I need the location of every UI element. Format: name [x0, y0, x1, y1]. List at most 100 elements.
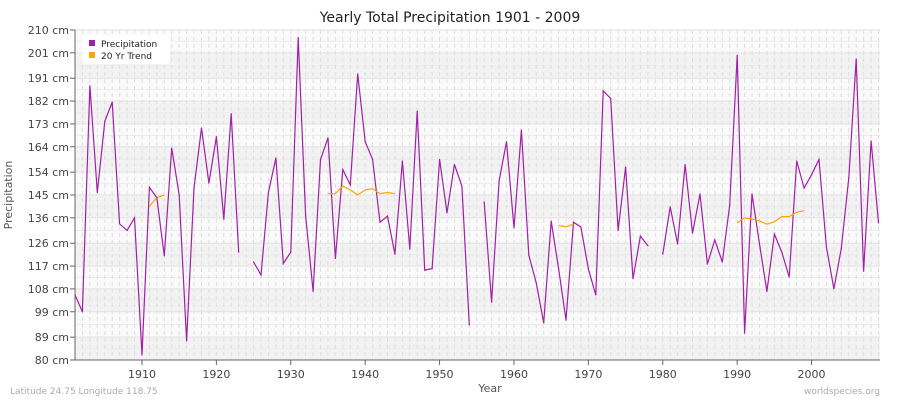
data-point: [133, 217, 136, 219]
x-tick-label: 1930: [277, 368, 305, 381]
data-point: [662, 253, 664, 255]
data-point: [260, 274, 262, 276]
footer-site[interactable]: worldspecies.org: [804, 387, 880, 397]
data-point: [810, 174, 813, 176]
data-point: [453, 163, 456, 166]
data-point: [238, 251, 240, 253]
trend-line: [328, 185, 395, 196]
data-point: [729, 204, 731, 206]
chart-title: Yearly Total Precipitation 1901 - 2009: [319, 10, 581, 26]
data-point: [766, 290, 768, 293]
legend-swatch-trend: [89, 52, 95, 58]
data-point: [394, 253, 396, 255]
x-tick-label: 1940: [351, 368, 379, 381]
data-point: [126, 229, 128, 232]
data-point: [758, 243, 761, 245]
data-point: [468, 324, 470, 326]
data-point: [877, 222, 880, 224]
data-point: [833, 288, 835, 290]
data-point: [639, 235, 642, 237]
trend-line: [558, 223, 574, 228]
data-point: [498, 180, 500, 182]
y-axis-label: Precipitation: [2, 161, 15, 230]
y-tick-label: 164 cm: [28, 141, 69, 154]
data-point: [595, 294, 597, 296]
data-point: [185, 340, 188, 342]
y-tick-label: 210 cm: [28, 24, 69, 37]
y-tick-label: 126 cm: [28, 237, 69, 250]
data-point: [513, 227, 515, 229]
x-tick-label: 1970: [574, 368, 602, 381]
y-tick-label: 173 cm: [28, 118, 69, 131]
data-point: [334, 257, 336, 260]
data-point: [580, 226, 582, 228]
data-point: [297, 37, 299, 39]
data-point: [461, 185, 463, 187]
data-point: [773, 233, 775, 235]
data-point: [528, 254, 530, 256]
data-point: [156, 196, 158, 199]
x-tick-label: 1920: [202, 368, 230, 381]
data-point: [223, 218, 225, 220]
y-tick-label: 108 cm: [28, 283, 69, 296]
data-point: [796, 160, 798, 162]
data-point: [855, 58, 857, 60]
data-point: [632, 278, 634, 280]
data-point: [751, 193, 753, 195]
data-point: [409, 248, 411, 250]
data-point: [870, 140, 872, 142]
data-point: [624, 166, 627, 168]
data-point: [252, 261, 255, 263]
data-point: [342, 169, 344, 171]
trend-line: [736, 210, 805, 225]
x-tick-label: 1910: [128, 368, 156, 381]
x-tick-label: 1980: [649, 368, 677, 381]
data-point: [446, 212, 448, 214]
x-axis-label: Year: [477, 382, 502, 395]
data-point: [699, 193, 701, 195]
data-point: [587, 268, 589, 270]
data-point: [312, 290, 314, 293]
data-point: [684, 163, 686, 166]
data-point: [401, 160, 403, 162]
data-point: [171, 147, 173, 149]
data-point: [863, 270, 865, 272]
data-point: [781, 251, 783, 253]
data-point: [788, 276, 790, 278]
y-tick-label: 145 cm: [28, 189, 69, 202]
data-point: [647, 245, 649, 247]
y-tick-label: 154 cm: [28, 166, 69, 179]
y-tick-label: 80 cm: [35, 354, 69, 367]
data-point: [327, 137, 329, 139]
data-point: [840, 247, 842, 249]
data-point: [357, 73, 359, 75]
data-point: [848, 177, 850, 179]
data-point: [483, 201, 485, 203]
data-point: [520, 129, 522, 131]
data-point: [550, 220, 552, 222]
y-tick-label: 117 cm: [28, 260, 69, 273]
x-tick-label: 1960: [500, 368, 528, 381]
data-point: [803, 187, 805, 189]
data-point: [736, 54, 738, 56]
data-point: [178, 194, 180, 196]
data-point: [163, 255, 165, 257]
data-point: [714, 239, 716, 241]
data-point: [215, 136, 217, 138]
y-tick-label: 191 cm: [28, 72, 69, 85]
data-point: [818, 158, 820, 161]
x-tick-label: 2000: [798, 368, 826, 381]
data-point: [119, 223, 121, 225]
legend: Precipitation 20 Yr Trend: [82, 34, 170, 64]
data-point: [89, 85, 91, 87]
data-point: [505, 141, 508, 143]
legend-swatch-precipitation: [89, 40, 95, 46]
y-tick-label: 182 cm: [28, 95, 69, 108]
data-point: [706, 263, 708, 265]
legend-label-precipitation: Precipitation: [101, 40, 157, 50]
data-point: [148, 186, 150, 188]
data-point: [208, 182, 210, 184]
data-point: [141, 354, 143, 356]
